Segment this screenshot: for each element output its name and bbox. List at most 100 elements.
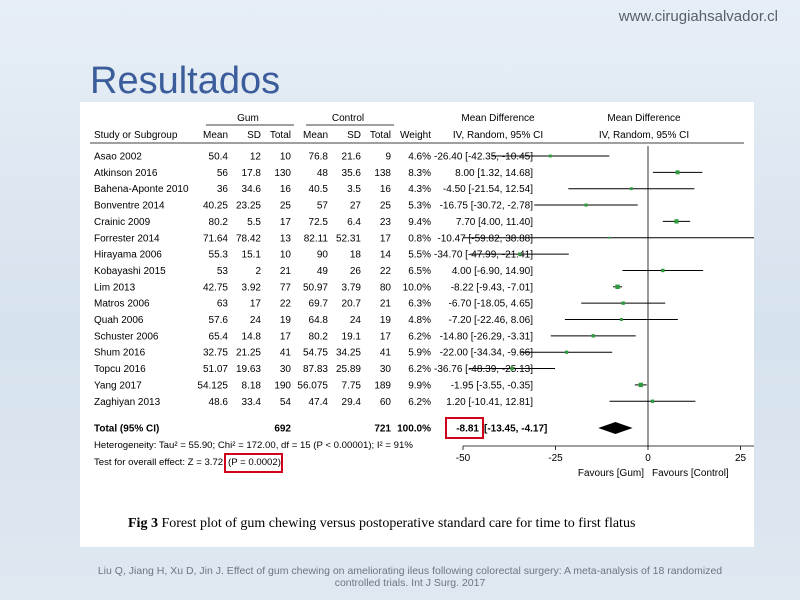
- study-name: Schuster 2006: [94, 331, 159, 342]
- weight: 4.6%: [408, 152, 431, 163]
- header-gum: Gum: [237, 113, 259, 124]
- study-name: Topcu 2016: [94, 364, 146, 375]
- gum-mean: 53: [217, 266, 229, 277]
- col-header-control-sd: SD: [347, 130, 361, 141]
- control-sd: 29.4: [342, 397, 362, 408]
- slide-title: Resultados: [90, 60, 281, 102]
- gum-total: 130: [274, 168, 291, 179]
- weight: 6.2%: [408, 364, 431, 375]
- study-name: Atkinson 2016: [94, 168, 158, 179]
- gum-mean: 57.6: [209, 315, 229, 326]
- weight: 10.0%: [403, 282, 431, 293]
- study-name: Bonventre 2014: [94, 201, 165, 212]
- col-header-ci-left: IV, Random, 95% CI: [453, 130, 543, 141]
- md-ci-text: -4.50 [-21.54, 12.54]: [443, 184, 533, 195]
- control-sd: 27: [350, 201, 362, 212]
- total-ci: [-13.45, -4.17]: [484, 424, 547, 435]
- weight: 6.3%: [408, 299, 431, 310]
- control-sd: 26: [350, 266, 362, 277]
- md-ci-text: -10.47 [-59.82, 38.88]: [437, 233, 533, 244]
- control-sd: 3.5: [347, 184, 361, 195]
- control-total: 25: [380, 201, 392, 212]
- total-gum: 692: [274, 424, 291, 435]
- control-mean: 48: [317, 168, 329, 179]
- study-name: Kobayashi 2015: [94, 266, 166, 277]
- heterogeneity-text: Heterogeneity: Tau² = 55.90; Chi² = 172.…: [94, 440, 413, 451]
- x-tick-label: 0: [645, 453, 651, 464]
- control-total: 30: [380, 364, 392, 375]
- gum-mean: 80.2: [209, 217, 229, 228]
- gum-total: 19: [280, 315, 292, 326]
- weight: 4.3%: [408, 184, 431, 195]
- control-mean: 40.5: [309, 184, 329, 195]
- forest-plot-figure: Gum Control Mean Difference Mean Difference…: [80, 102, 800, 547]
- gum-total: 17: [280, 331, 292, 342]
- gum-sd: 15.1: [242, 250, 262, 261]
- gum-total: 13: [280, 233, 292, 244]
- gum-total: 10: [280, 152, 292, 163]
- favours-left-label: Favours [Gum]: [578, 468, 644, 479]
- control-total: 9: [385, 152, 391, 163]
- gum-sd: 23.25: [236, 201, 261, 212]
- point-estimate-marker: [619, 318, 623, 321]
- x-tick-label: 25: [735, 453, 747, 464]
- control-total: 80: [380, 282, 392, 293]
- gum-sd: 21.25: [236, 348, 261, 359]
- gum-sd: 3.92: [242, 282, 262, 293]
- weight: 9.9%: [408, 380, 431, 391]
- favours-right-label: Favours [Control]: [652, 468, 729, 479]
- md-ci-text: -36.76 [-48.39, -25.13]: [434, 364, 533, 375]
- point-estimate-marker: [564, 350, 569, 354]
- x-tick-label: -25: [548, 453, 563, 464]
- gum-mean: 48.6: [209, 397, 229, 408]
- control-sd: 34.25: [336, 348, 361, 359]
- col-header-weight: Weight: [400, 130, 431, 141]
- weight: 5.9%: [408, 348, 431, 359]
- control-mean: 90: [317, 250, 329, 261]
- control-sd: 7.75: [342, 380, 362, 391]
- point-estimate-marker: [510, 366, 514, 371]
- col-header-control-total: Total: [370, 130, 391, 141]
- gum-sd: 17: [250, 299, 262, 310]
- weight: 6.2%: [408, 331, 431, 342]
- md-ci-text: -6.70 [-18.05, 4.65]: [448, 299, 533, 310]
- md-ci-text: -34.70 [-47.99, -21.41]: [434, 250, 533, 261]
- study-name: Crainic 2009: [94, 217, 151, 228]
- point-estimate-marker: [675, 170, 680, 175]
- gum-total: 21: [280, 266, 292, 277]
- watermark-url: www.cirugiahsalvador.cl: [618, 8, 778, 25]
- gum-total: 16: [280, 184, 292, 195]
- point-estimate-marker: [615, 284, 620, 289]
- md-ci-text: -1.95 [-3.55, -0.35]: [451, 380, 533, 391]
- study-name: Zaghiyan 2013: [94, 397, 161, 408]
- control-sd: 20.7: [342, 299, 362, 310]
- control-total: 17: [380, 233, 392, 244]
- md-ci-text: 7.70 [4.00, 11.40]: [456, 217, 533, 228]
- control-mean: 57: [317, 201, 329, 212]
- gum-mean: 54.125: [197, 380, 228, 391]
- header-md-left: Mean Difference: [461, 113, 535, 124]
- gum-sd: 5.5: [247, 217, 261, 228]
- gum-sd: 12: [250, 152, 262, 163]
- control-mean: 80.2: [309, 331, 329, 342]
- study-name: Matros 2006: [94, 299, 150, 310]
- x-tick-label: -50: [456, 453, 471, 464]
- study-name: Yang 2017: [94, 380, 142, 391]
- study-name: Hirayama 2006: [94, 250, 162, 261]
- citation: Liu Q, Jiang H, Xu D, Jin J. Effect of g…: [97, 565, 723, 589]
- forest-plot: Gum Control Mean Difference Mean Difference…: [90, 113, 800, 479]
- control-sd: 6.4: [347, 217, 361, 228]
- gum-sd: 33.4: [242, 397, 262, 408]
- overall-effect-p: (P = 0.0002): [228, 457, 281, 468]
- study-name: Forrester 2014: [94, 233, 160, 244]
- point-estimate-marker: [584, 203, 588, 207]
- gum-mean: 55.3: [209, 250, 229, 261]
- total-md: -8.81: [456, 424, 479, 435]
- gum-total: 77: [280, 282, 292, 293]
- control-mean: 49: [317, 266, 329, 277]
- gum-total: 10: [280, 250, 292, 261]
- col-header-ci-right: IV, Random, 95% CI: [599, 130, 689, 141]
- point-estimate-marker: [591, 334, 595, 338]
- col-header-study: Study or Subgroup: [94, 130, 178, 141]
- weight: 6.5%: [408, 266, 431, 277]
